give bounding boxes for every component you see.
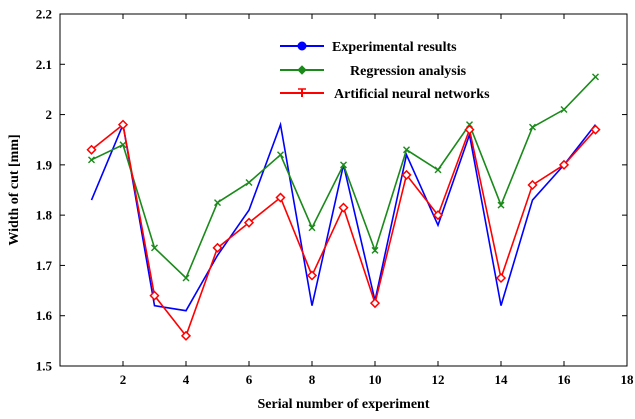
data-point-stroke <box>497 201 505 209</box>
x-tick-label: 2 <box>120 372 127 387</box>
data-point-stroke <box>434 166 442 174</box>
y-tick-label: 2 <box>46 107 53 122</box>
y-tick-label: 1.9 <box>36 157 53 172</box>
data-point <box>117 119 129 130</box>
y-tick-label: 1.6 <box>36 308 53 323</box>
legend-item: Experimental results <box>280 40 457 55</box>
data-point-stroke <box>214 199 221 207</box>
data-point <box>308 224 316 232</box>
plot-frame <box>59 13 628 367</box>
series-2 <box>86 119 601 341</box>
data-point-stroke <box>88 156 95 164</box>
data-point <box>182 274 190 282</box>
x-axis-title: Serial number of experiment <box>258 397 430 412</box>
data-point <box>403 146 410 154</box>
y-tick-label: 1.7 <box>36 258 53 273</box>
legend-label: Regression analysis <box>350 64 467 79</box>
x-tick-label: 4 <box>183 372 190 387</box>
data-point <box>119 141 127 149</box>
data-point-stroke <box>371 246 379 254</box>
data-point-stroke <box>403 146 410 154</box>
legend-marker <box>297 65 307 75</box>
legend-label: Experimental results <box>332 40 457 55</box>
data-point <box>243 217 255 228</box>
data-point <box>464 124 475 135</box>
y-tick-label: 1.5 <box>36 359 53 374</box>
data-point <box>306 270 318 281</box>
series-1 <box>88 73 599 282</box>
legend-label: Artificial neural networks <box>334 87 490 102</box>
y-tick-label: 1.8 <box>36 208 53 223</box>
data-point-stroke <box>245 178 253 186</box>
data-point-stroke <box>182 274 190 282</box>
x-tick-label: 8 <box>309 372 316 387</box>
data-point-stroke <box>277 151 284 159</box>
legend-item: Regression analysis <box>280 64 467 79</box>
data-point-stroke <box>560 106 568 114</box>
data-point <box>371 246 379 254</box>
data-point <box>527 179 538 191</box>
y-tick-label: 2.1 <box>36 57 52 72</box>
data-point <box>558 159 570 170</box>
data-point <box>590 124 601 135</box>
x-tick-label: 12 <box>432 372 445 387</box>
x-tick-label: 6 <box>246 372 253 387</box>
series-line <box>91 76 597 280</box>
data-point <box>88 156 95 164</box>
data-point <box>212 242 223 253</box>
legend: Experimental results Regression analysis A… <box>280 40 490 102</box>
series-layer <box>86 73 601 341</box>
data-point <box>338 202 349 213</box>
legend-marker <box>297 41 307 51</box>
data-point <box>560 106 568 114</box>
data-point-stroke <box>340 161 347 169</box>
data-point <box>277 151 284 159</box>
x-tick-label: 18 <box>621 372 635 387</box>
series-line <box>90 121 597 312</box>
data-point <box>529 123 536 131</box>
x-tick-label: 14 <box>495 372 509 387</box>
data-point-stroke <box>151 244 158 252</box>
data-point-stroke <box>529 123 536 131</box>
x-tick-label: 16 <box>558 372 572 387</box>
data-point-stroke <box>308 224 316 232</box>
data-point <box>180 330 192 341</box>
data-point <box>497 201 505 209</box>
y-axis-title: Width of cut [mm] <box>7 134 22 245</box>
series-0 <box>90 121 597 312</box>
data-point <box>592 73 599 81</box>
data-point <box>86 144 97 155</box>
data-point <box>149 290 160 301</box>
x-tick-label: 10 <box>369 372 382 387</box>
legend-item: Artificial neural networks <box>280 87 490 102</box>
data-point <box>340 161 347 169</box>
data-point-stroke <box>592 73 599 81</box>
axes-layer: 2 4 6 8 10 12 14 16 18 1.5 1.6 1.7 1.8 1.9 2 2.1 2.2 <box>36 7 634 388</box>
data-point <box>495 272 507 284</box>
data-point <box>369 298 381 309</box>
data-point <box>434 166 442 174</box>
data-point-stroke <box>119 141 127 149</box>
y-tick-label: 2.2 <box>36 7 52 22</box>
data-point <box>275 192 286 203</box>
data-point <box>401 169 412 180</box>
data-point <box>214 199 221 207</box>
data-point <box>245 178 253 186</box>
data-point <box>432 210 444 221</box>
data-point <box>151 244 158 252</box>
